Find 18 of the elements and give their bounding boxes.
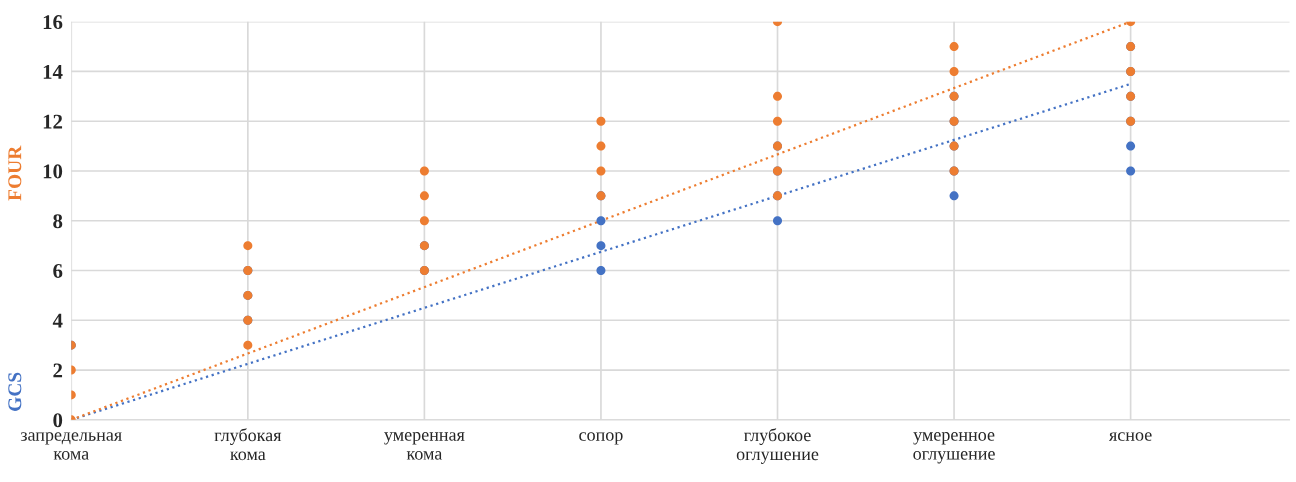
x-tick-label: глубокая кома <box>214 428 282 461</box>
x-tick-label: ясное <box>1109 432 1152 441</box>
y-tick-label: 0 <box>53 413 63 428</box>
x-tick-label: умеренная кома <box>384 432 465 460</box>
y-tick-label: 14 <box>43 64 63 79</box>
y-tick-label: 4 <box>52 313 63 328</box>
y-tick-label: 12 <box>43 114 63 129</box>
x-tick-label: умеренное оглушение <box>913 432 995 464</box>
x-tick-label: сопор <box>579 432 623 445</box>
y-tick-label: 8 <box>53 214 63 229</box>
y-tick-label: 6 <box>53 263 63 278</box>
y-tick-label: 2 <box>53 363 63 378</box>
y-tick-label: 10 <box>43 164 63 179</box>
x-tick-label: запредельная кома <box>20 432 122 460</box>
text: GCS <box>8 372 22 411</box>
text: FOUR <box>8 145 22 201</box>
x-tick-label: глубокое оглушение <box>736 428 819 464</box>
y-tick-label: 16 <box>43 15 63 30</box>
